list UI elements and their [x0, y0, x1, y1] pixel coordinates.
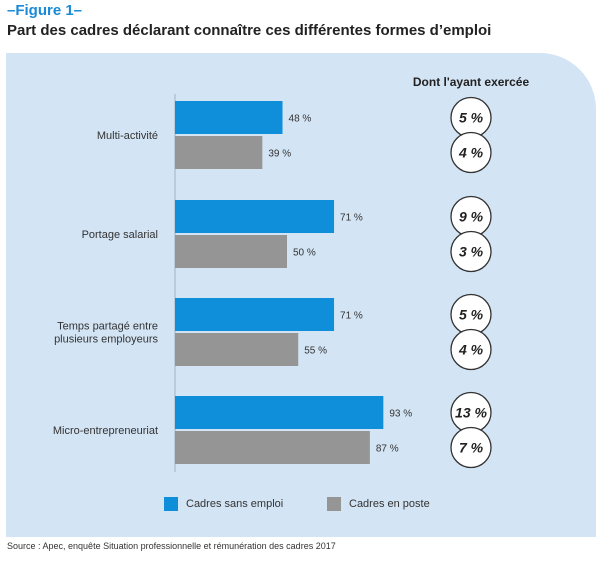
side-value-circle: [450, 230, 492, 273]
data-label: 93 %: [389, 409, 412, 420]
data-label: 48 %: [289, 114, 312, 125]
side-value: 4 %: [458, 145, 484, 161]
category-label: Micro-entrepreneuriat: [53, 425, 158, 437]
side-value-circle: [450, 426, 492, 469]
figure-label: –Figure 1–: [7, 2, 83, 19]
side-value: 3 %: [459, 244, 484, 260]
data-label: 55 %: [304, 346, 327, 357]
legend-label-series-1: Cadres sans emploi: [186, 498, 284, 510]
data-label: 39 %: [268, 149, 291, 160]
bar-series-1: [175, 200, 335, 233]
side-value: 7 %: [459, 440, 484, 456]
bar-series-1: [175, 101, 283, 134]
bar-series-2: [175, 136, 263, 169]
legend-swatch-series-2: [327, 497, 341, 511]
bar-series-2: [175, 235, 287, 268]
category-label: Portage salarial: [82, 229, 158, 241]
data-label: 50 %: [293, 248, 316, 259]
source-note: Source : Apec, enquête Situation profess…: [7, 541, 336, 551]
data-label: 71 %: [340, 311, 363, 322]
bar-series-1: [175, 298, 335, 331]
side-value-circle: [450, 131, 492, 174]
category-label: Multi-activité: [97, 130, 158, 142]
legend-swatch-series-1: [164, 497, 178, 511]
category-label: Temps partagé entre: [57, 321, 158, 333]
legend-item-series-1: Cadres sans emploi: [164, 497, 283, 511]
side-value: 5 %: [459, 307, 484, 323]
side-value-circle: [450, 328, 492, 371]
category-label: plusieurs employeurs: [54, 334, 158, 346]
bar-series-1: [175, 396, 384, 429]
legend-label-series-2: Cadres en poste: [349, 498, 430, 510]
legend-item-series-2: Cadres en poste: [327, 497, 430, 511]
side-value: 9 %: [459, 209, 484, 225]
side-value: 5 %: [459, 110, 484, 126]
side-value: 4 %: [458, 342, 484, 358]
bar-series-2: [175, 431, 370, 464]
side-title: Dont l'ayant exercée: [413, 75, 530, 89]
data-label: 71 %: [340, 213, 363, 224]
data-label: 87 %: [376, 444, 399, 455]
side-value: 13 %: [455, 405, 487, 421]
chart-title: Part des cadres déclarant connaître ces …: [7, 22, 492, 39]
bar-series-2: [175, 333, 299, 366]
